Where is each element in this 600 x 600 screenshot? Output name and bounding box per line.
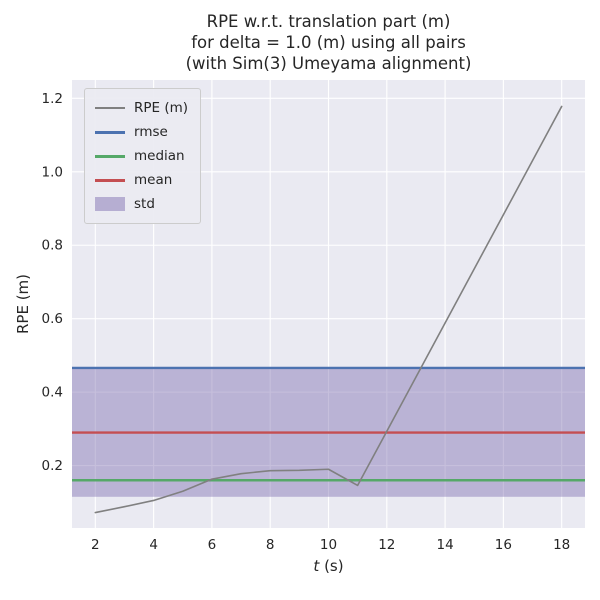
y-tick-label: 0.4	[42, 385, 63, 401]
chart-title-line-1: RPE w.r.t. translation part (m)	[206, 12, 451, 31]
legend-entry-std: std	[95, 192, 188, 216]
legend-label: mean	[134, 172, 173, 188]
rpe-series-line	[94, 105, 563, 514]
x-tick-label: 4	[149, 537, 158, 553]
legend-line-swatch	[95, 178, 125, 182]
legend: RPE (m) rmse median mean std	[84, 88, 202, 224]
x-tick-label: 16	[495, 537, 512, 553]
x-axis-label: t (s)	[72, 557, 585, 575]
y-tick-label: 0.2	[42, 458, 63, 474]
y-tick-label: 0.8	[42, 238, 63, 254]
x-tick-label: 18	[553, 537, 570, 553]
x-tick-label: 6	[208, 537, 217, 553]
legend-line-swatch	[95, 107, 125, 109]
chart-title: RPE w.r.t. translation part (m) for delt…	[72, 11, 585, 74]
legend-entry-mean: mean	[95, 168, 188, 192]
chart-title-line-3: (with Sim(3) Umeyama alignment)	[185, 54, 472, 73]
legend-label: median	[134, 148, 185, 164]
x-tick-label: 8	[266, 537, 275, 553]
legend-label: rmse	[134, 124, 168, 140]
legend-entry-rmse: rmse	[95, 120, 188, 144]
y-tick-label: 1.0	[42, 164, 63, 180]
legend-line-swatch	[95, 130, 125, 134]
y-tick-label: 0.6	[42, 311, 63, 327]
y-axis-label: RPE (m)	[14, 273, 32, 335]
x-tick-label: 10	[320, 537, 337, 553]
x-axis-label-unit: (s)	[324, 557, 344, 575]
legend-label: std	[134, 196, 155, 212]
x-tick-label: 2	[91, 537, 100, 553]
legend-label: RPE (m)	[134, 100, 189, 116]
x-tick-label: 14	[436, 537, 453, 553]
legend-patch-swatch	[95, 197, 125, 211]
x-tick-label: 12	[378, 537, 395, 553]
legend-entry-median: median	[95, 144, 188, 168]
x-axis-label-variable: t	[313, 557, 320, 575]
chart-title-line-2: for delta = 1.0 (m) using all pairs	[191, 33, 466, 52]
legend-entry-rpe-m: RPE (m)	[95, 96, 188, 120]
y-tick-label: 1.2	[42, 91, 63, 107]
legend-line-swatch	[95, 154, 125, 158]
